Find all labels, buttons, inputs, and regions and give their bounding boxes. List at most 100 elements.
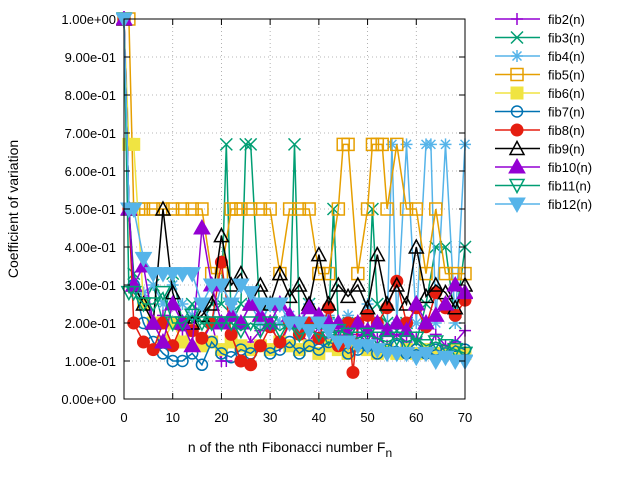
data-point-fib7-n — [176, 354, 189, 368]
data-point-fib5-n — [195, 202, 209, 216]
data-point-fib9-n — [281, 287, 298, 304]
data-point-fib11-n — [252, 323, 269, 340]
data-point-fib9-n — [339, 287, 357, 304]
data-point-fib12-n — [134, 251, 153, 268]
data-point-fib5-n — [409, 202, 424, 216]
data-point-fib11-n — [193, 316, 211, 332]
data-point-fib8-n — [224, 327, 238, 341]
data-point-fib10-n — [348, 313, 367, 330]
data-point-fib10-n — [387, 313, 406, 330]
data-point-fib8-n — [448, 308, 462, 322]
legend-label-fib4-n: fib4(n) — [548, 49, 585, 64]
data-point-fib5-n — [243, 202, 258, 216]
legend-label-fib8-n: fib8(n) — [548, 123, 585, 138]
data-point-fib12-n — [183, 267, 202, 283]
series-line-fib3-n — [123, 18, 466, 345]
data-point-fib7-n — [293, 347, 306, 360]
data-point-fib3-n-d2 — [326, 202, 341, 216]
data-point-fib3-n-d2 — [370, 297, 384, 311]
data-point-fib9-n — [378, 295, 396, 311]
data-point-fib8-n — [253, 339, 267, 353]
data-point-fib9-n — [203, 295, 220, 311]
data-point-fib12-n — [426, 354, 445, 371]
legend-label-fib5-n: fib5(n) — [548, 68, 585, 83]
data-point-fib9-n — [427, 276, 445, 292]
y-tick-label: 1.00e-01 — [65, 354, 116, 369]
x-axis-title-main: n of the nth Fibonacci number F — [188, 439, 386, 455]
y-tick-label: 8.00e-01 — [65, 88, 116, 103]
x-axis-title: n of the nth Fibonacci number Fn — [188, 439, 392, 460]
legend-marker-fib8-n — [510, 123, 524, 137]
series-fib10-n — [116, 11, 473, 353]
y-axis-title: Coefficient of variation — [5, 140, 21, 278]
data-point-fib11-n — [183, 308, 201, 324]
data-point-fib10-n — [193, 218, 211, 235]
data-point-fib11-n — [125, 285, 142, 302]
data-point-fib8-n — [195, 331, 209, 345]
data-point-fib3-n-d2 — [244, 137, 258, 151]
data-point-fib5-n — [341, 137, 355, 152]
data-point-fib12-n — [300, 324, 318, 340]
legend-label-fib10-n: fib10(n) — [548, 160, 592, 175]
data-point-fib10-n — [300, 298, 318, 315]
data-point-fib9-n — [320, 295, 337, 311]
data-point-fib5-n — [351, 266, 365, 281]
data-point-fib8-n — [136, 335, 150, 349]
data-point-fib10-n — [446, 275, 465, 292]
data-point-fib5-n — [380, 202, 394, 216]
data-point-fib8-n — [244, 358, 258, 372]
data-point-fib3-n — [244, 137, 258, 151]
tick-layer: 0 10 20 30 40 50 60 70 0.00e+00 1.00e-01 2.00e-01 3… — [61, 12, 472, 425]
data-point-fib9-n — [417, 287, 435, 304]
legend-entry-fib9-n: fib9(n) — [495, 139, 585, 157]
data-point-fib4-n — [424, 138, 437, 151]
legend-marker-fib10-n — [508, 157, 526, 174]
data-point-fib5-n — [175, 202, 190, 216]
data-point-fib8-n — [273, 335, 287, 349]
legend-marker-fib6-n — [510, 86, 524, 100]
legend-entry-fib10-n: fib10(n) — [495, 157, 592, 175]
data-point-fib11-n — [154, 285, 172, 302]
y-tick-label: 2.00e-01 — [65, 316, 116, 331]
data-point-fib9-n — [369, 246, 386, 262]
data-point-fib4-n-d2 — [440, 139, 451, 150]
data-point-fib10-n — [417, 313, 435, 330]
data-point-fib3-n — [219, 137, 233, 151]
data-point-fib5-n — [375, 137, 389, 152]
data-point-fib10-n — [154, 332, 172, 349]
series-layer — [116, 11, 473, 379]
data-point-fib12-n — [232, 278, 250, 295]
data-point-fib10-n — [183, 336, 202, 353]
data-point-fib4-n — [439, 138, 452, 151]
y-tick-label: 7.00e-01 — [65, 126, 116, 141]
x-tick-label: 70 — [458, 410, 472, 425]
data-point-fib10-n — [163, 294, 182, 311]
data-point-fib3-n-d2 — [365, 202, 379, 216]
y-tick-label: 1.00e+00 — [61, 12, 116, 27]
data-point-fib11-n — [242, 316, 259, 332]
data-point-fib9-n — [291, 276, 308, 292]
legend: fib2(n) fib3(n) fib4(n) fib5(n) fib6(n) fib7(… — [495, 12, 592, 214]
data-point-fib5-n — [253, 202, 268, 216]
data-point-fib11-n — [135, 297, 152, 313]
data-point-fib6-n — [312, 346, 326, 360]
data-point-fib10-n — [241, 294, 260, 311]
data-point-fib9-n — [330, 276, 347, 292]
data-point-fib3-n-d2 — [234, 297, 248, 311]
data-point-fib10-n — [407, 294, 426, 311]
data-point-fib11-n — [174, 316, 191, 332]
data-point-fib7-n — [195, 358, 209, 372]
legend-label-fib12-n: fib12(n) — [548, 197, 592, 212]
y-tick-label: 4.00e-01 — [65, 240, 116, 255]
data-point-fib9-n — [310, 246, 328, 262]
legend-marker-fib4-n — [511, 50, 523, 62]
legend-entry-fib4-n: fib4(n) — [495, 49, 585, 64]
data-point-fib12-n — [193, 297, 211, 314]
data-point-fib11-n — [213, 316, 230, 332]
data-point-fib5-n — [390, 137, 404, 152]
x-tick-label: 0 — [120, 410, 127, 425]
data-point-fib6-n — [214, 343, 228, 357]
data-point-fib5-n — [429, 202, 443, 216]
data-point-fib11-n — [164, 316, 181, 332]
